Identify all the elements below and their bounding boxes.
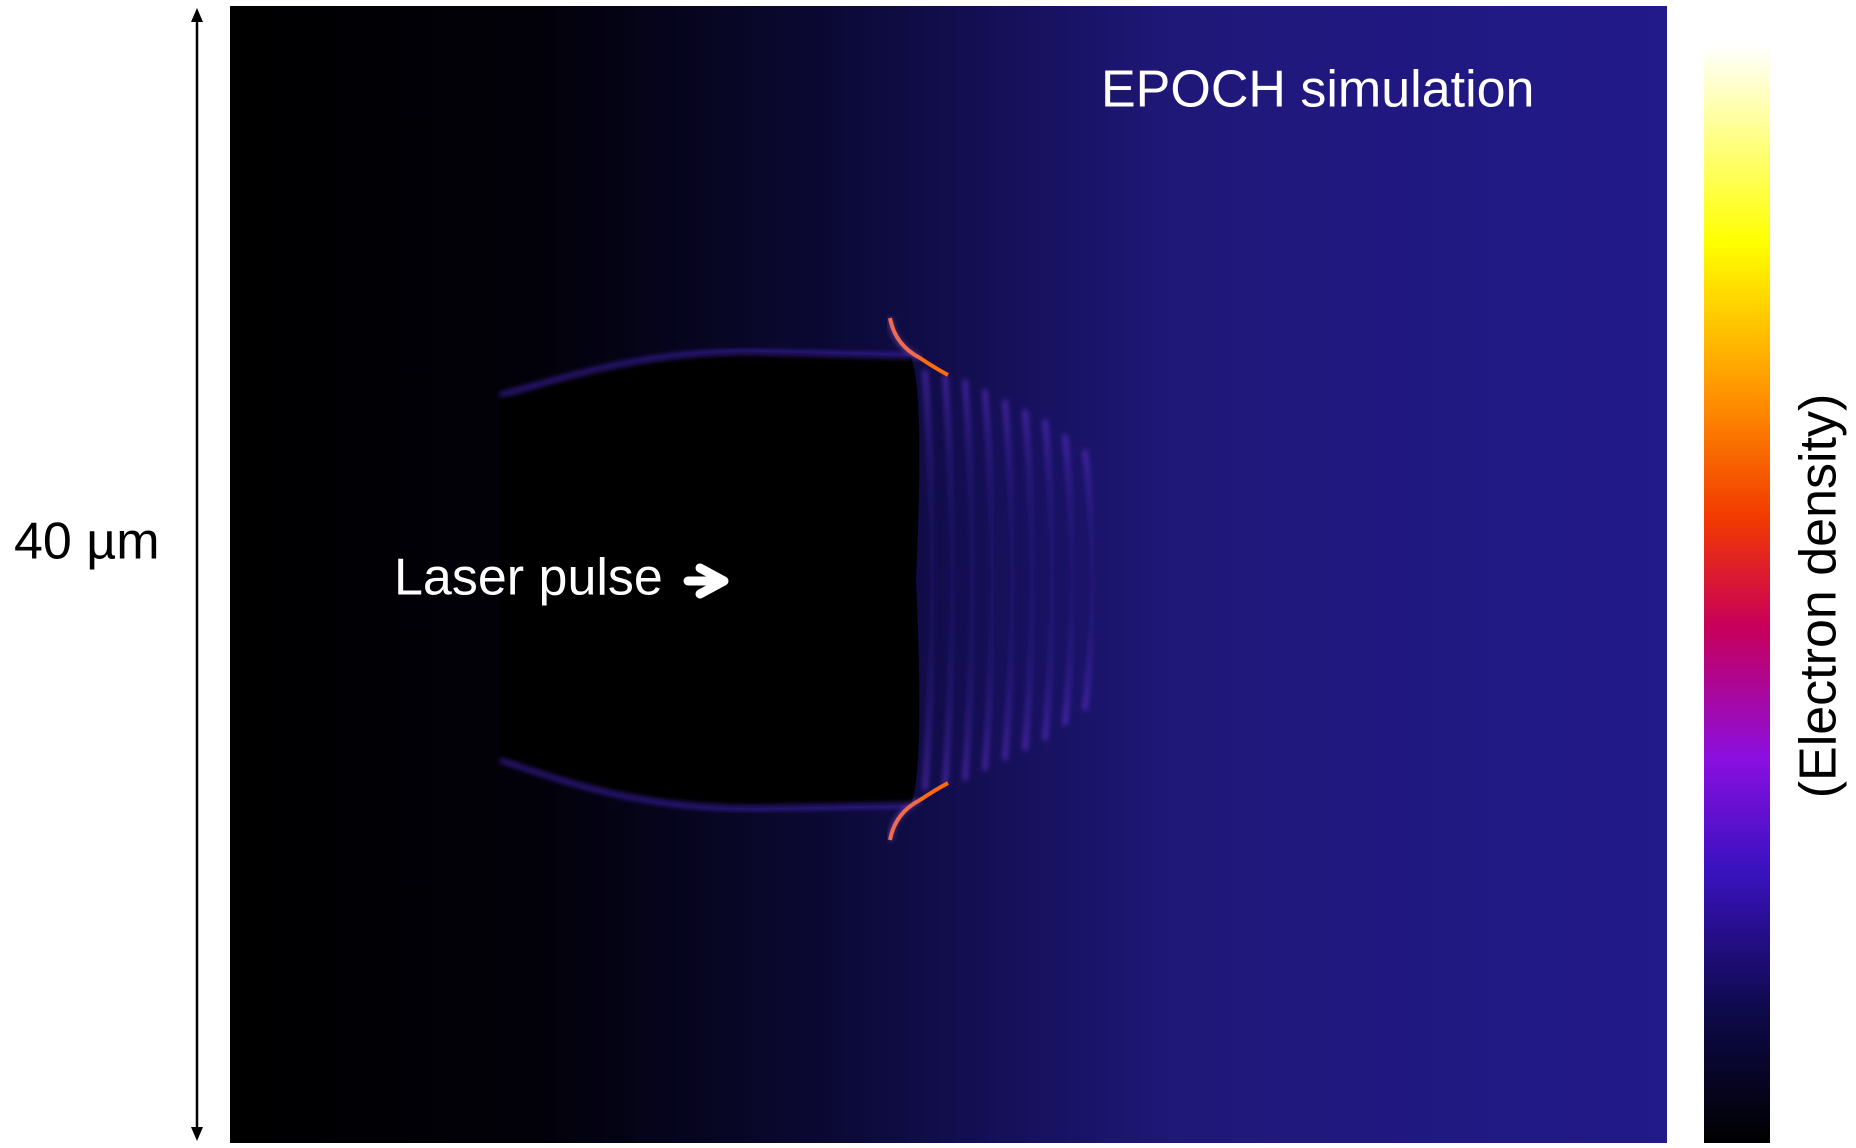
scale-arrow <box>191 8 203 1141</box>
scale-label: 40 µm <box>14 513 160 571</box>
figure-title: EPOCH simulation <box>1101 61 1534 119</box>
colorbar <box>1704 45 1770 1143</box>
figure: EPOCH simulation Laser pulse 40 µm (Elec… <box>0 0 1856 1143</box>
annotation: Laser pulse <box>394 549 663 607</box>
colorbar-label: (Electron density) <box>1790 394 1848 799</box>
